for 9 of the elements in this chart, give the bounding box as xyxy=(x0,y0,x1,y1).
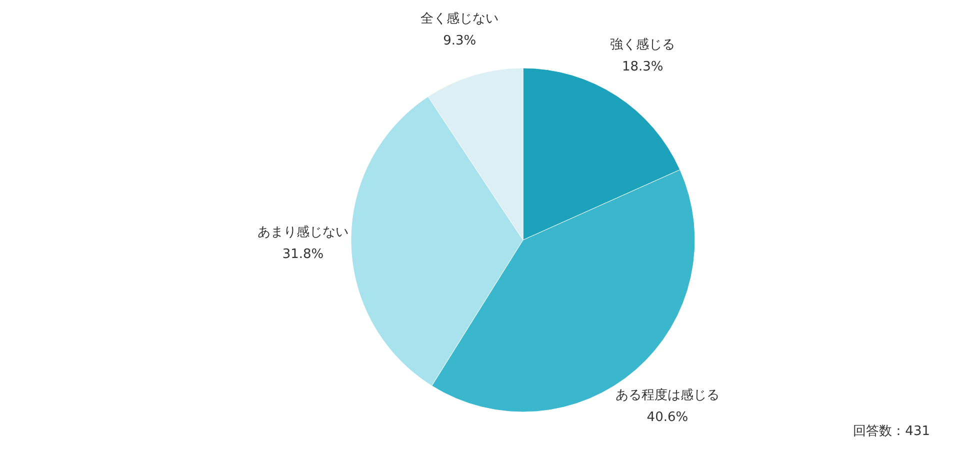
slice-label: 強く感じる xyxy=(610,37,676,52)
slice-label: あまり感じない xyxy=(258,224,349,240)
text: 回答数：431 xyxy=(853,424,930,439)
slice-label: 全く感じない xyxy=(420,11,499,26)
data-label: 18.3% xyxy=(622,59,664,74)
data-label: 9.3% xyxy=(443,33,476,48)
data-label: 40.6% xyxy=(646,410,688,425)
slice-label: ある程度は感じる xyxy=(615,386,720,403)
data-label: 31.8% xyxy=(282,246,324,262)
